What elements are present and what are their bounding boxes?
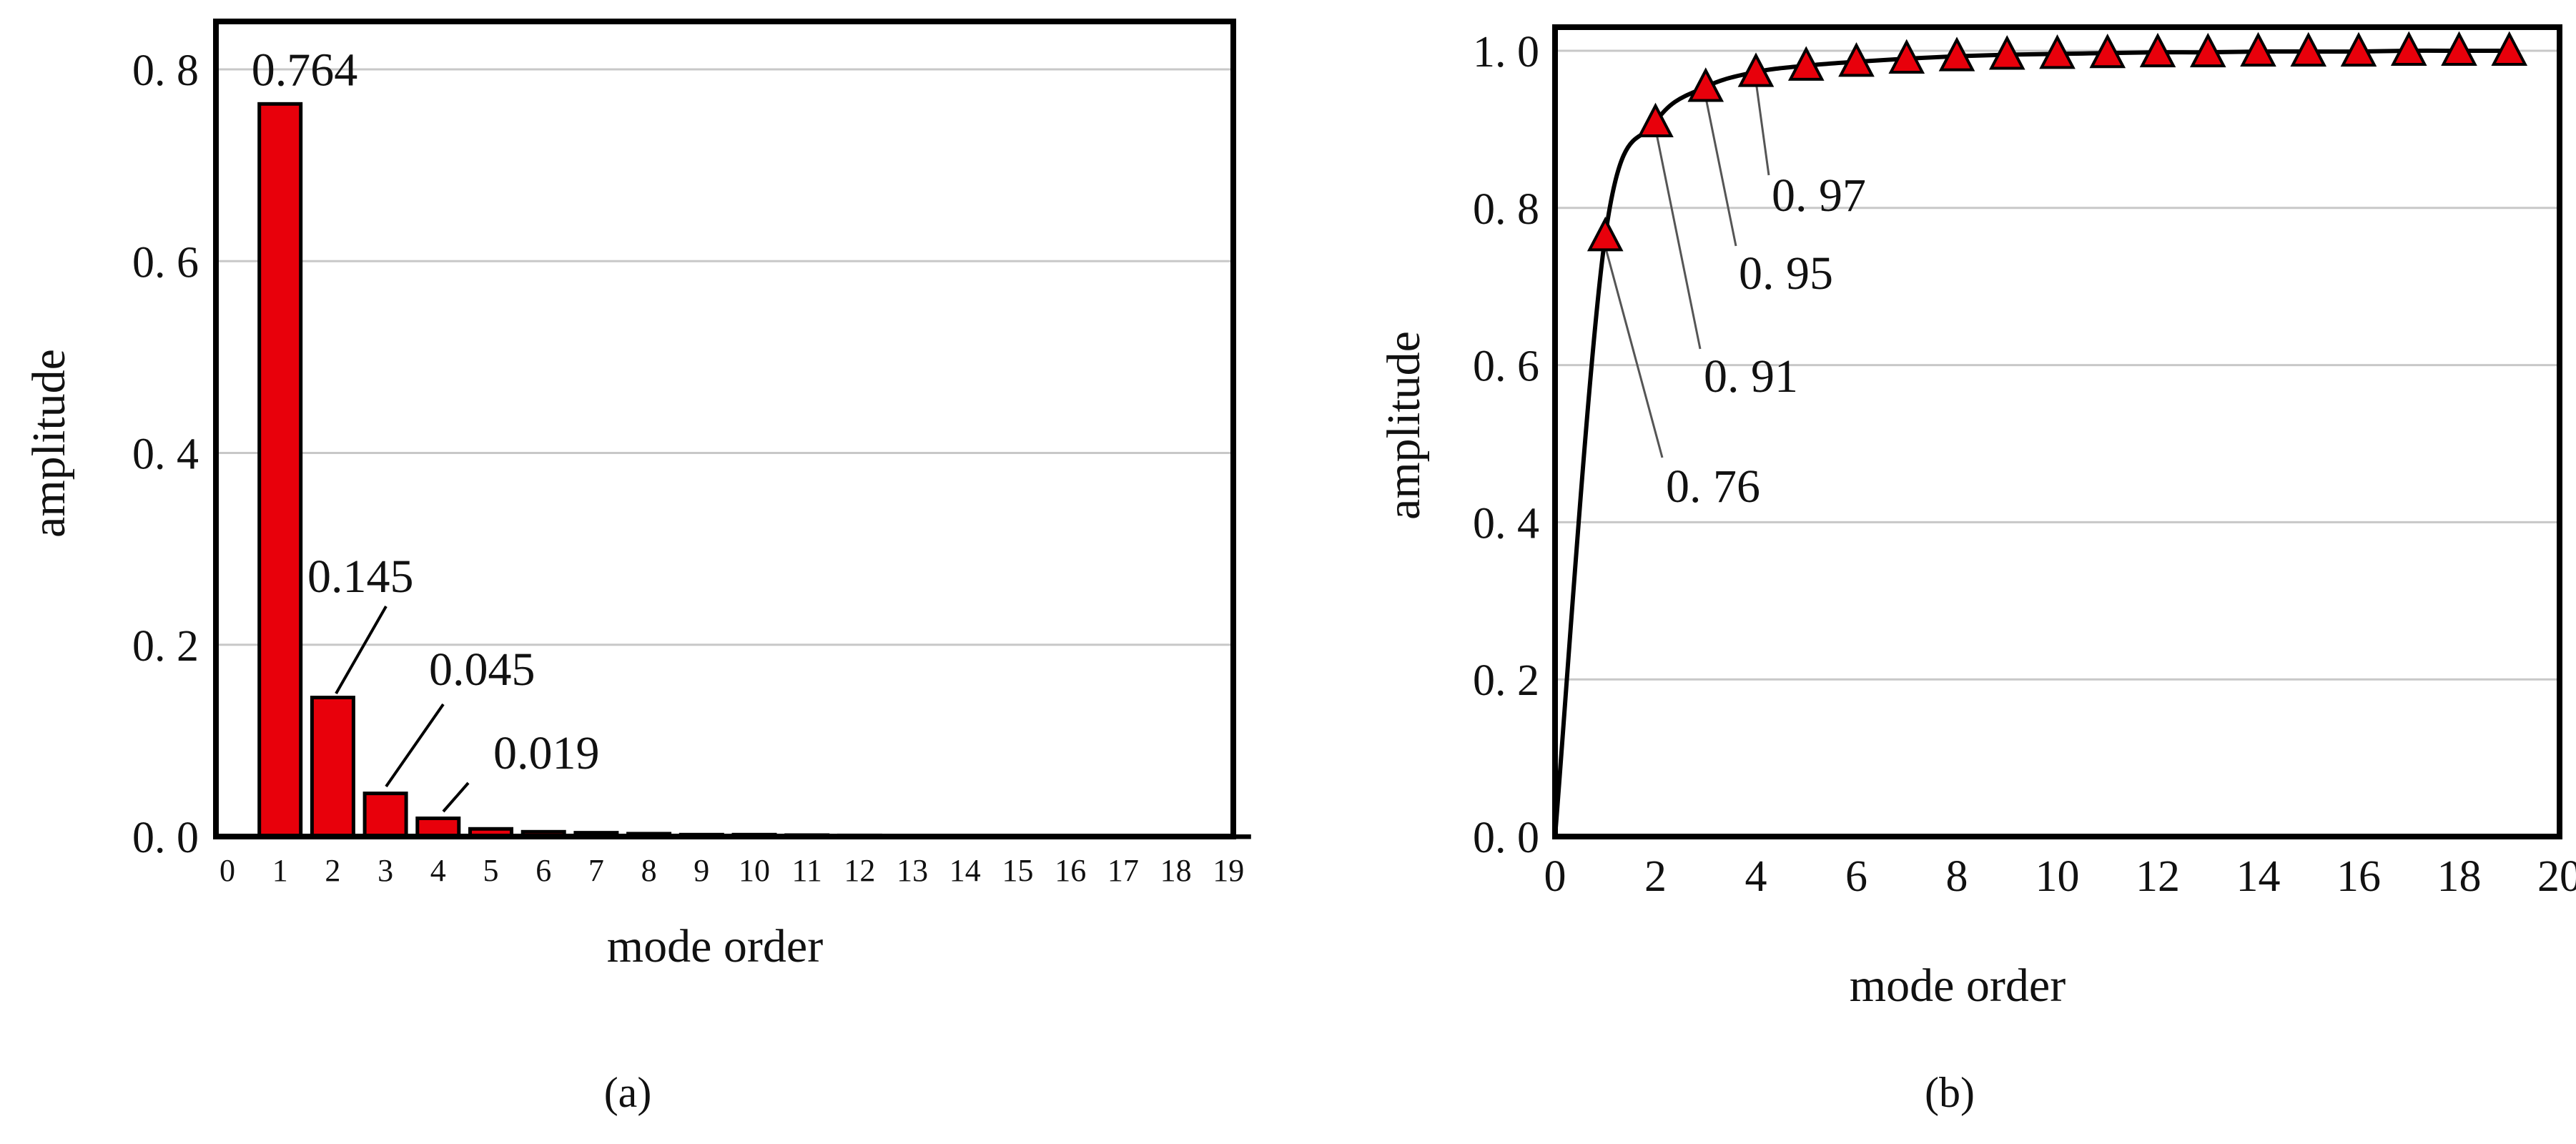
panel-b-y-tick-label: 0. 8	[1473, 185, 1539, 234]
panel-a-x-tick-label: 6	[536, 853, 551, 888]
panel-a-annotation-label: 0.145	[307, 551, 414, 603]
panel-a-y-tick-label: 0. 0	[132, 814, 199, 862]
panel-a-annotation-label: 0.045	[429, 644, 536, 696]
panel-b-marker	[1690, 71, 1722, 101]
panel-a-y-tick-labels: 0. 0 0. 2 0. 4 0. 6 0. 8	[132, 46, 199, 862]
panel-a-x-tick-label: 4	[430, 853, 446, 888]
panel-a-annotation-leader	[386, 704, 443, 786]
panel-a-x-tick-label: 15	[1002, 853, 1034, 888]
panel-b-x-tick-label: 8	[1946, 852, 1968, 901]
panel-a-y-tick-label: 0. 6	[132, 238, 199, 287]
panel-b-annotation-label: 0. 91	[1704, 350, 1798, 403]
panel-a-x-tick-label: 18	[1160, 853, 1192, 888]
panel-a-y-tick-label: 0. 2	[132, 622, 199, 671]
panel-b-x-tick-label: 14	[2236, 852, 2281, 901]
panel-a-x-tick-label: 2	[325, 853, 340, 888]
panel-a-x-tick-label: 11	[792, 853, 822, 888]
panel-a-bar	[312, 698, 353, 837]
panel-a-annotation-label: 0.764	[252, 44, 358, 96]
panel-a-y-tick-label: 0. 8	[132, 46, 199, 95]
panel-a-y-tick-label: 0. 4	[132, 430, 199, 479]
panel-b-annotations: 0. 76 0. 91 0. 95 0. 97	[1605, 82, 1866, 513]
panel-a-x-tick-label: 5	[483, 853, 499, 888]
panel-a-x-tick-label: 3	[377, 853, 393, 888]
panel-a-x-tick-label: 10	[739, 853, 770, 888]
panel-a-bar	[260, 104, 301, 837]
panel-b-plot-frame	[1555, 27, 2560, 837]
panel-b-x-axis-title: mode order	[1850, 960, 2066, 1012]
panel-a-x-tick-label: 12	[844, 853, 875, 888]
panel-b-y-tick-label: 0. 6	[1473, 342, 1539, 391]
panel-a-x-tick-label: 9	[694, 853, 709, 888]
panel-a-annotation-leader	[336, 606, 386, 694]
panel-b-x-tick-label: 4	[1745, 852, 1767, 901]
panel-a-annotations: 0.764 0.145 0.045 0.019	[252, 44, 600, 812]
panel-b-label: (b)	[1925, 1069, 1975, 1116]
panel-a-x-tick-label: 19	[1213, 853, 1244, 888]
panel-b-annotation-leader	[1756, 82, 1769, 175]
panel-a-plot-frame	[216, 21, 1233, 837]
panel-b-x-tick-label: 12	[2136, 852, 2180, 901]
panel-b-annotation-label: 0. 95	[1739, 247, 1833, 300]
panel-b-y-tick-label: 0. 2	[1473, 656, 1539, 705]
panel-b-y-tick-labels: 0. 0 0. 2 0. 4 0. 6 0. 8 1. 0	[1473, 28, 1539, 862]
panel-b-annotation-label: 0. 97	[1772, 169, 1866, 222]
panel-a-x-tick-label: 17	[1107, 853, 1139, 888]
panel-b-annotation-leader	[1706, 97, 1736, 246]
panel-a-bar	[365, 794, 406, 837]
panel-b-y-tick-label: 0. 4	[1473, 499, 1539, 548]
panel-b-x-tick-label: 16	[2336, 852, 2381, 901]
panel-b-y-tick-label: 0. 0	[1473, 814, 1539, 862]
panel-a-x-tick-label: 13	[897, 853, 928, 888]
panel-b-x-tick-label: 0	[1544, 852, 1566, 901]
panel-a-x-tick-label: 8	[641, 853, 657, 888]
panel-b-annotation-label: 0. 76	[1666, 460, 1760, 513]
panel-a-x-axis-title: mode order	[607, 920, 823, 972]
panel-b-x-tick-label: 18	[2437, 852, 2482, 901]
panel-a-label: (a)	[604, 1069, 652, 1116]
panel-a-x-tick-label: 7	[588, 853, 604, 888]
panel-b-series-line	[1555, 51, 2510, 837]
panel-b-annotation-leader	[1605, 247, 1662, 458]
panel-a-y-axis-title: amplitude	[23, 349, 75, 538]
panel-b-y-tick-label: 1. 0	[1473, 28, 1539, 77]
panel-a-x-tick-label: 1	[272, 853, 288, 888]
panel-b-y-axis-title: amplitude	[1378, 331, 1430, 520]
panel-b-x-tick-label: 2	[1644, 852, 1667, 901]
panel-b-x-tick-label: 10	[2035, 852, 2080, 901]
panel-a-x-tick-label: 16	[1055, 853, 1086, 888]
panel-a-x-tick-label: 14	[949, 853, 981, 888]
panel-a-x-tick-label: 0	[219, 853, 235, 888]
panel-b: 0. 760. 910. 950. 97 0. 00. 20. 40. 60. …	[1378, 27, 2576, 1116]
panel-b-x-tick-labels: 0 2 4 6 8 10 12 14 16 18 20	[1544, 852, 2576, 901]
panel-b-annotation-leader	[1656, 129, 1701, 349]
panel-b-marker	[1589, 220, 1621, 250]
panel-b-x-tick-label: 6	[1845, 852, 1867, 901]
panel-a-annotation-leader	[443, 783, 468, 812]
panel-b-x-tick-label: 20	[2537, 852, 2576, 901]
panel-a-bars	[260, 104, 1250, 837]
panel-a-annotation-label: 0.019	[493, 727, 600, 779]
